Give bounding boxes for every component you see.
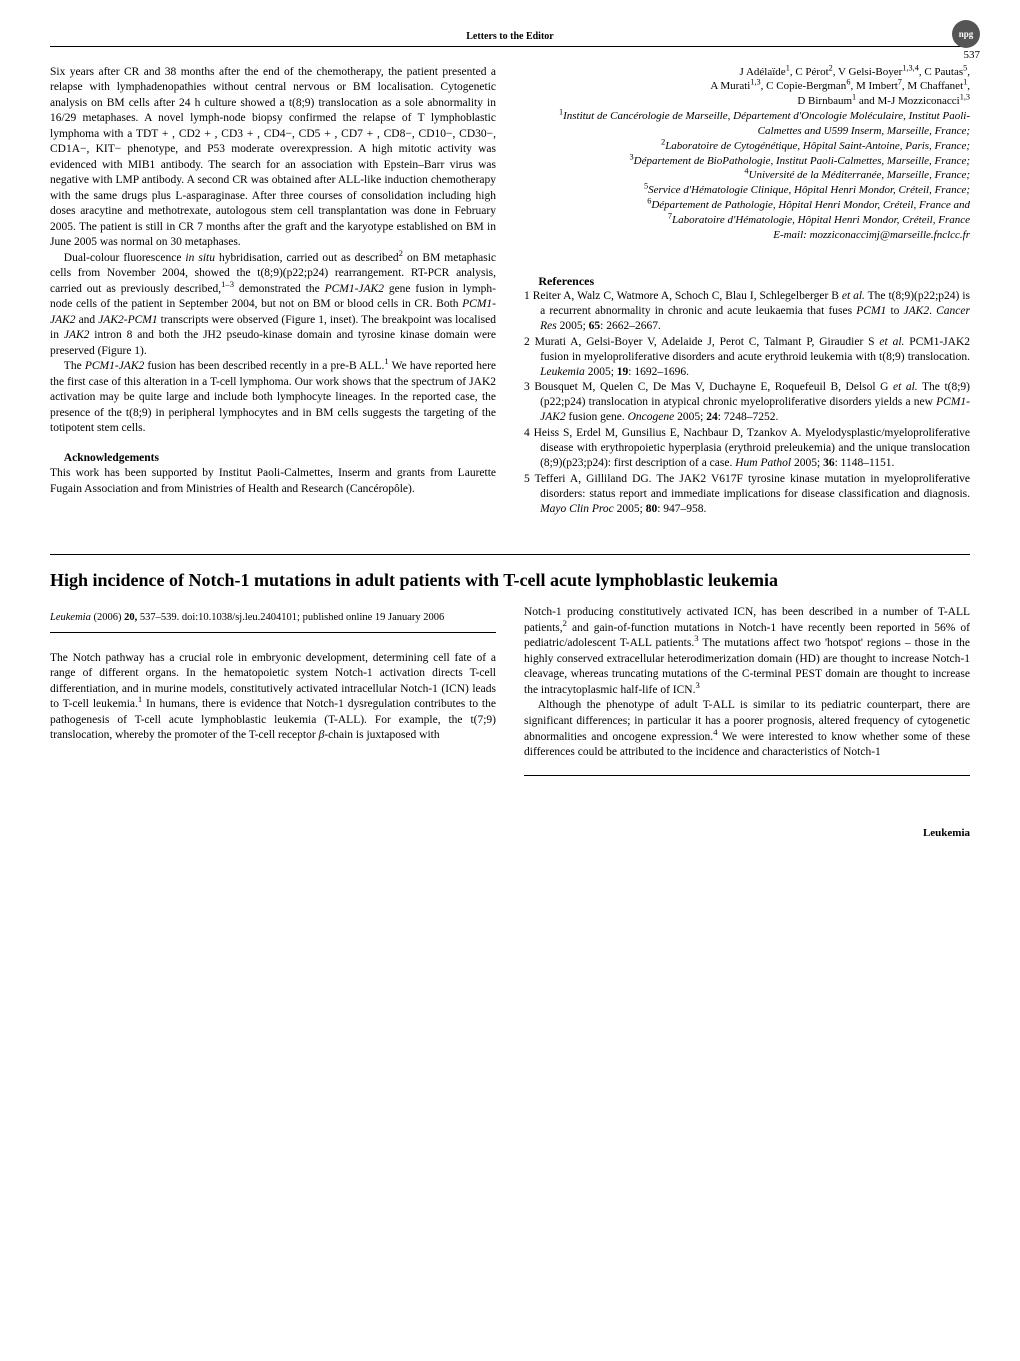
para-left-2: The Notch pathway has a crucial role in …	[50, 651, 496, 744]
ref-item: Bousquet M, Quelen C, De Mas V, Duchayne…	[524, 380, 970, 425]
page-number: 537	[952, 48, 980, 63]
page-corner: npg 537	[952, 20, 980, 63]
article-separator	[50, 554, 970, 555]
header-rule	[50, 46, 970, 47]
journal-header: Letters to the Editor	[50, 30, 970, 44]
npg-badge: npg	[952, 20, 980, 48]
upper-columns: Six years after CR and 38 months after t…	[50, 65, 970, 518]
right-column-2: Notch-1 producing constitutively activat…	[524, 605, 970, 775]
lower-columns: Leukemia (2006) 20, 537–539. doi:10.1038…	[50, 605, 970, 775]
references-list: Reiter A, Walz C, Watmore A, Schoch C, B…	[524, 289, 970, 517]
ack-body: This work has been supported by Institut…	[50, 466, 496, 497]
author-block: J Adélaïde1, C Pérot2, V Gelsi-Boyer1,3,…	[524, 65, 970, 243]
article-title: High incidence of Notch-1 mutations in a…	[50, 569, 970, 592]
left-column: Six years after CR and 38 months after t…	[50, 65, 496, 518]
ref-item: Tefferi A, Gilliland DG. The JAK2 V617F …	[524, 472, 970, 517]
footer-journal: Leukemia	[50, 826, 970, 841]
ref-item: Heiss S, Erdel M, Gunsilius E, Nachbaur …	[524, 426, 970, 471]
para-right-2a: Notch-1 producing constitutively activat…	[524, 605, 970, 698]
para-2: Dual-colour fluorescence in situ hybridi…	[50, 251, 496, 360]
ack-heading: Acknowledgements	[50, 451, 496, 467]
para-3: The PCM1-JAK2 fusion has been described …	[50, 359, 496, 437]
refs-heading: References	[524, 273, 970, 289]
para-1: Six years after CR and 38 months after t…	[50, 65, 496, 251]
ref-item: Reiter A, Walz C, Watmore A, Schoch C, B…	[524, 289, 970, 334]
ref-item: Murati A, Gelsi-Boyer V, Adelaide J, Per…	[524, 335, 970, 380]
right-column: J Adélaïde1, C Pérot2, V Gelsi-Boyer1,3,…	[524, 65, 970, 518]
citation: Leukemia (2006) 20, 537–539. doi:10.1038…	[50, 611, 496, 625]
para-right-2b: Although the phenotype of adult T-ALL is…	[524, 698, 970, 760]
left-column-2: Leukemia (2006) 20, 537–539. doi:10.1038…	[50, 605, 496, 775]
